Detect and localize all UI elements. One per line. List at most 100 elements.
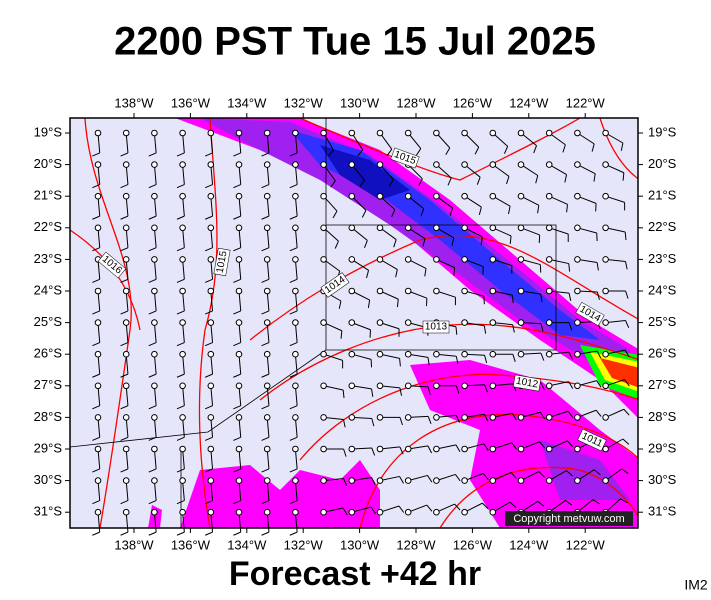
station (179, 414, 186, 421)
station (235, 508, 243, 516)
station (461, 129, 468, 137)
latitude-label: 20°S (648, 156, 677, 171)
station (348, 192, 356, 200)
barb-flag (483, 443, 489, 451)
barb-staff (605, 468, 623, 482)
barb-staff (407, 258, 427, 269)
latitude-label: 19°S (648, 124, 677, 139)
station (461, 319, 468, 326)
copyright-box (505, 511, 633, 526)
station (348, 224, 356, 232)
barb-flag (482, 473, 489, 480)
station (602, 350, 609, 358)
station (545, 129, 553, 137)
station (320, 414, 327, 421)
isobar-label: 1012 (515, 376, 539, 391)
barb-staff (436, 258, 455, 268)
station (292, 508, 299, 516)
barb-flag (596, 291, 600, 300)
barb-staff (266, 290, 270, 311)
station (151, 414, 158, 421)
station (348, 414, 356, 421)
station (207, 224, 215, 232)
barb-flag (261, 436, 270, 441)
station (433, 287, 440, 295)
barb-flag (148, 436, 157, 441)
barb-staff (605, 258, 626, 262)
barb-flag (92, 436, 100, 441)
barb-staff (379, 353, 400, 359)
station (376, 477, 384, 484)
station (179, 256, 186, 263)
station (122, 414, 130, 421)
station (151, 508, 158, 516)
barb-flag (261, 184, 270, 189)
station (179, 477, 186, 484)
station (376, 445, 384, 453)
station (151, 350, 158, 358)
barb-staff (294, 512, 298, 533)
barb-staff (464, 322, 485, 327)
barb-flag (343, 419, 346, 428)
barb-flag (342, 389, 345, 398)
station (404, 224, 412, 232)
station (433, 477, 440, 484)
barb-flag (357, 149, 364, 157)
barb-staff (379, 195, 396, 210)
barb-flag (176, 152, 185, 157)
station (489, 508, 497, 516)
barb-staff (97, 227, 101, 248)
station (320, 192, 327, 200)
isobar-label-box (577, 428, 607, 452)
caption: Forecast +42 hr (229, 555, 481, 593)
barb-flag (418, 178, 423, 187)
barb-staff (238, 164, 242, 185)
isobar-label-box (320, 272, 350, 298)
barb-staff (153, 259, 157, 280)
barb-staff (351, 132, 364, 151)
barb-flag (148, 184, 157, 189)
station (235, 129, 243, 137)
barb-flag (422, 238, 426, 247)
barb-flag (92, 373, 100, 378)
barb-flag (596, 350, 602, 359)
station (235, 256, 243, 263)
latitude-label: 22°S (34, 219, 63, 234)
barb-flag (455, 385, 460, 394)
barb-staff (125, 132, 129, 153)
latitude-label: 20°S (34, 156, 63, 171)
barb-staff (153, 164, 157, 185)
station (94, 287, 102, 295)
station (517, 287, 525, 295)
barb-staff (266, 354, 270, 375)
station (461, 192, 468, 200)
barb-flag (367, 300, 371, 309)
barb-flag (503, 146, 509, 154)
longitude-label: 128°W (396, 537, 436, 552)
barb-staff (238, 259, 242, 280)
barb-flag (289, 405, 298, 410)
latitude-label: 23°S (648, 251, 677, 266)
barb-staff (182, 480, 185, 501)
barb-flag (567, 440, 574, 448)
barb-flag (388, 179, 394, 187)
station (489, 319, 497, 326)
barb-flag (148, 152, 157, 157)
station (292, 477, 299, 484)
barb-staff (294, 417, 298, 438)
station (292, 319, 299, 326)
barb-staff (548, 132, 566, 146)
station (207, 508, 215, 516)
barb-flag (261, 500, 270, 505)
station (348, 350, 356, 358)
station (433, 161, 440, 168)
latitude-label: 29°S (34, 440, 63, 455)
barb-flag (568, 292, 572, 302)
station (517, 319, 525, 326)
station (263, 414, 271, 421)
station (151, 382, 158, 390)
barb-staff (125, 354, 129, 375)
barb-staff (182, 448, 185, 469)
station (179, 319, 186, 326)
barb-flag (566, 470, 573, 477)
